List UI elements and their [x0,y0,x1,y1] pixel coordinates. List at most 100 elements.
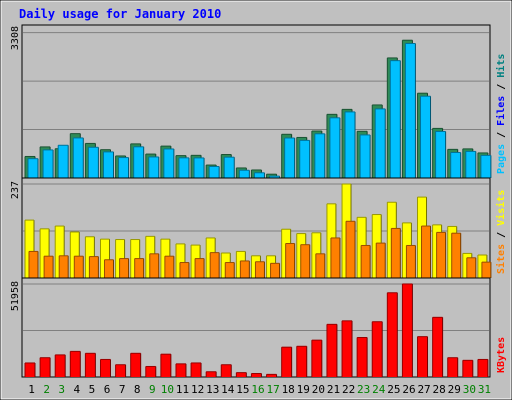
bar-sites-day-9 [149,253,160,278]
ymax-label-sites-visits: 237 [10,181,21,199]
bar-files-day-6 [102,151,114,178]
bar-files-day-29 [450,152,462,178]
x-tick-label-30: 30 [463,383,476,396]
legend-separator: / [496,226,507,244]
bar-files-day-19 [299,139,311,178]
legend-item-sites: Sites [495,244,507,274]
chart-title: Daily usage for January 2010 [19,7,221,21]
bar-files-day-15 [238,169,250,178]
bar-kbytes-day-12 [190,362,202,377]
panel-pages-files-hits: 3308 Pages / Files / Hits [10,24,507,179]
bar-files-day-23 [359,134,371,178]
bar-files-day-8 [133,146,145,178]
x-tick-label-1: 1 [28,383,35,396]
x-tick-label-12: 12 [191,383,204,396]
x-axis-labels: 1 2 3 4 5 6 7 8 9 10 11 12 13 14 15 16 17 18 19 20 21 22 23 24 2… [28,383,491,396]
bar-files-day-14 [223,156,235,178]
bar-sites-day-7 [119,258,130,278]
bar-kbytes-day-7 [115,364,127,377]
bar-sites-day-3 [58,255,69,278]
ymax-label-pages-files-hits: 3308 [10,26,21,50]
bar-files-day-7 [118,157,130,178]
bar-sites-day-30 [466,257,477,278]
bar-kbytes-day-14 [220,364,232,377]
x-tick-label-10: 10 [161,383,174,396]
bar-files-day-1 [27,158,39,178]
bar-sites-day-13 [209,252,220,278]
bar-files-day-16 [253,172,265,178]
legend-item-visits: Visits [495,190,507,226]
bar-files-day-24 [374,108,386,178]
svg-text:KBytes: KBytes [496,337,507,373]
legend-pages-files-hits: Pages / Files / Hits [495,54,507,174]
x-tick-label-16: 16 [251,383,264,396]
bar-kbytes-day-22 [341,320,353,377]
bar-sites-day-23 [360,244,371,278]
x-tick-label-27: 27 [417,383,430,396]
legend-item-kbytes: KBytes [496,337,507,373]
bar-files-day-20 [314,133,326,178]
x-tick-label-19: 19 [297,383,310,396]
bar-sites-day-25 [390,227,401,278]
bar-files-day-28 [435,130,447,178]
x-tick-label-21: 21 [327,383,340,396]
bar-kbytes-day-29 [447,357,459,377]
x-tick-label-24: 24 [372,383,386,396]
x-tick-label-22: 22 [342,383,355,396]
x-tick-label-29: 29 [448,383,461,396]
bar-sites-day-31 [481,261,492,278]
bar-sites-day-6 [103,259,114,278]
bar-sites-day-12 [194,258,205,278]
bar-kbytes-day-25 [386,292,398,377]
bar-files-day-31 [480,154,492,178]
x-tick-label-2: 2 [43,383,50,396]
x-tick-label-26: 26 [402,383,415,396]
legend-separator: / [496,78,507,96]
legend-item-hits: Hits [495,54,507,78]
x-tick-label-14: 14 [221,383,235,396]
bar-files-day-4 [72,137,84,178]
x-tick-label-6: 6 [104,383,111,396]
bar-kbytes-day-8 [130,352,142,377]
bar-files-day-25 [389,60,401,179]
bar-sites-day-4 [73,255,84,278]
bar-kbytes-day-2 [39,357,51,377]
bar-files-day-18 [284,137,296,178]
x-tick-label-15: 15 [236,383,249,396]
bar-files-day-13 [208,165,220,178]
x-tick-label-13: 13 [206,383,219,396]
bar-files-day-10 [163,148,175,178]
x-tick-label-8: 8 [134,383,141,396]
legend-kbytes: KBytes [496,337,507,373]
bar-files-day-30 [465,150,477,178]
bar-kbytes-day-27 [417,336,429,377]
x-tick-label-17: 17 [266,383,279,396]
bar-kbytes-day-26 [401,283,413,377]
bar-kbytes-day-30 [462,359,474,377]
bar-sites-day-19 [300,244,311,278]
bar-sites-day-18 [285,242,296,278]
bar-files-day-22 [344,111,356,178]
bar-kbytes-day-23 [356,337,368,377]
bar-files-day-9 [148,156,160,178]
bar-sites-day-20 [315,253,326,278]
bar-sites-day-1 [28,250,39,278]
bar-kbytes-day-31 [477,358,489,377]
bar-sites-day-10 [164,255,175,278]
legend-item-pages: Pages [496,144,507,174]
x-tick-label-3: 3 [58,383,65,396]
bar-kbytes-day-4 [69,350,81,377]
bar-sites-day-16 [254,261,265,278]
bar-sites-day-22 [345,220,356,278]
bar-kbytes-day-6 [99,358,111,377]
bar-sites-day-27 [421,225,432,278]
x-tick-label-18: 18 [282,383,295,396]
bar-sites-day-8 [134,258,145,278]
legend-separator: / [496,126,507,144]
bar-files-day-12 [193,157,205,178]
bar-sites-day-14 [224,262,235,278]
legend-sites-visits: Sites / Visits [495,190,507,274]
bar-sites-day-28 [436,231,447,278]
svg-text:Pages / Files / Hits: Pages / Files / Hits [495,54,507,174]
